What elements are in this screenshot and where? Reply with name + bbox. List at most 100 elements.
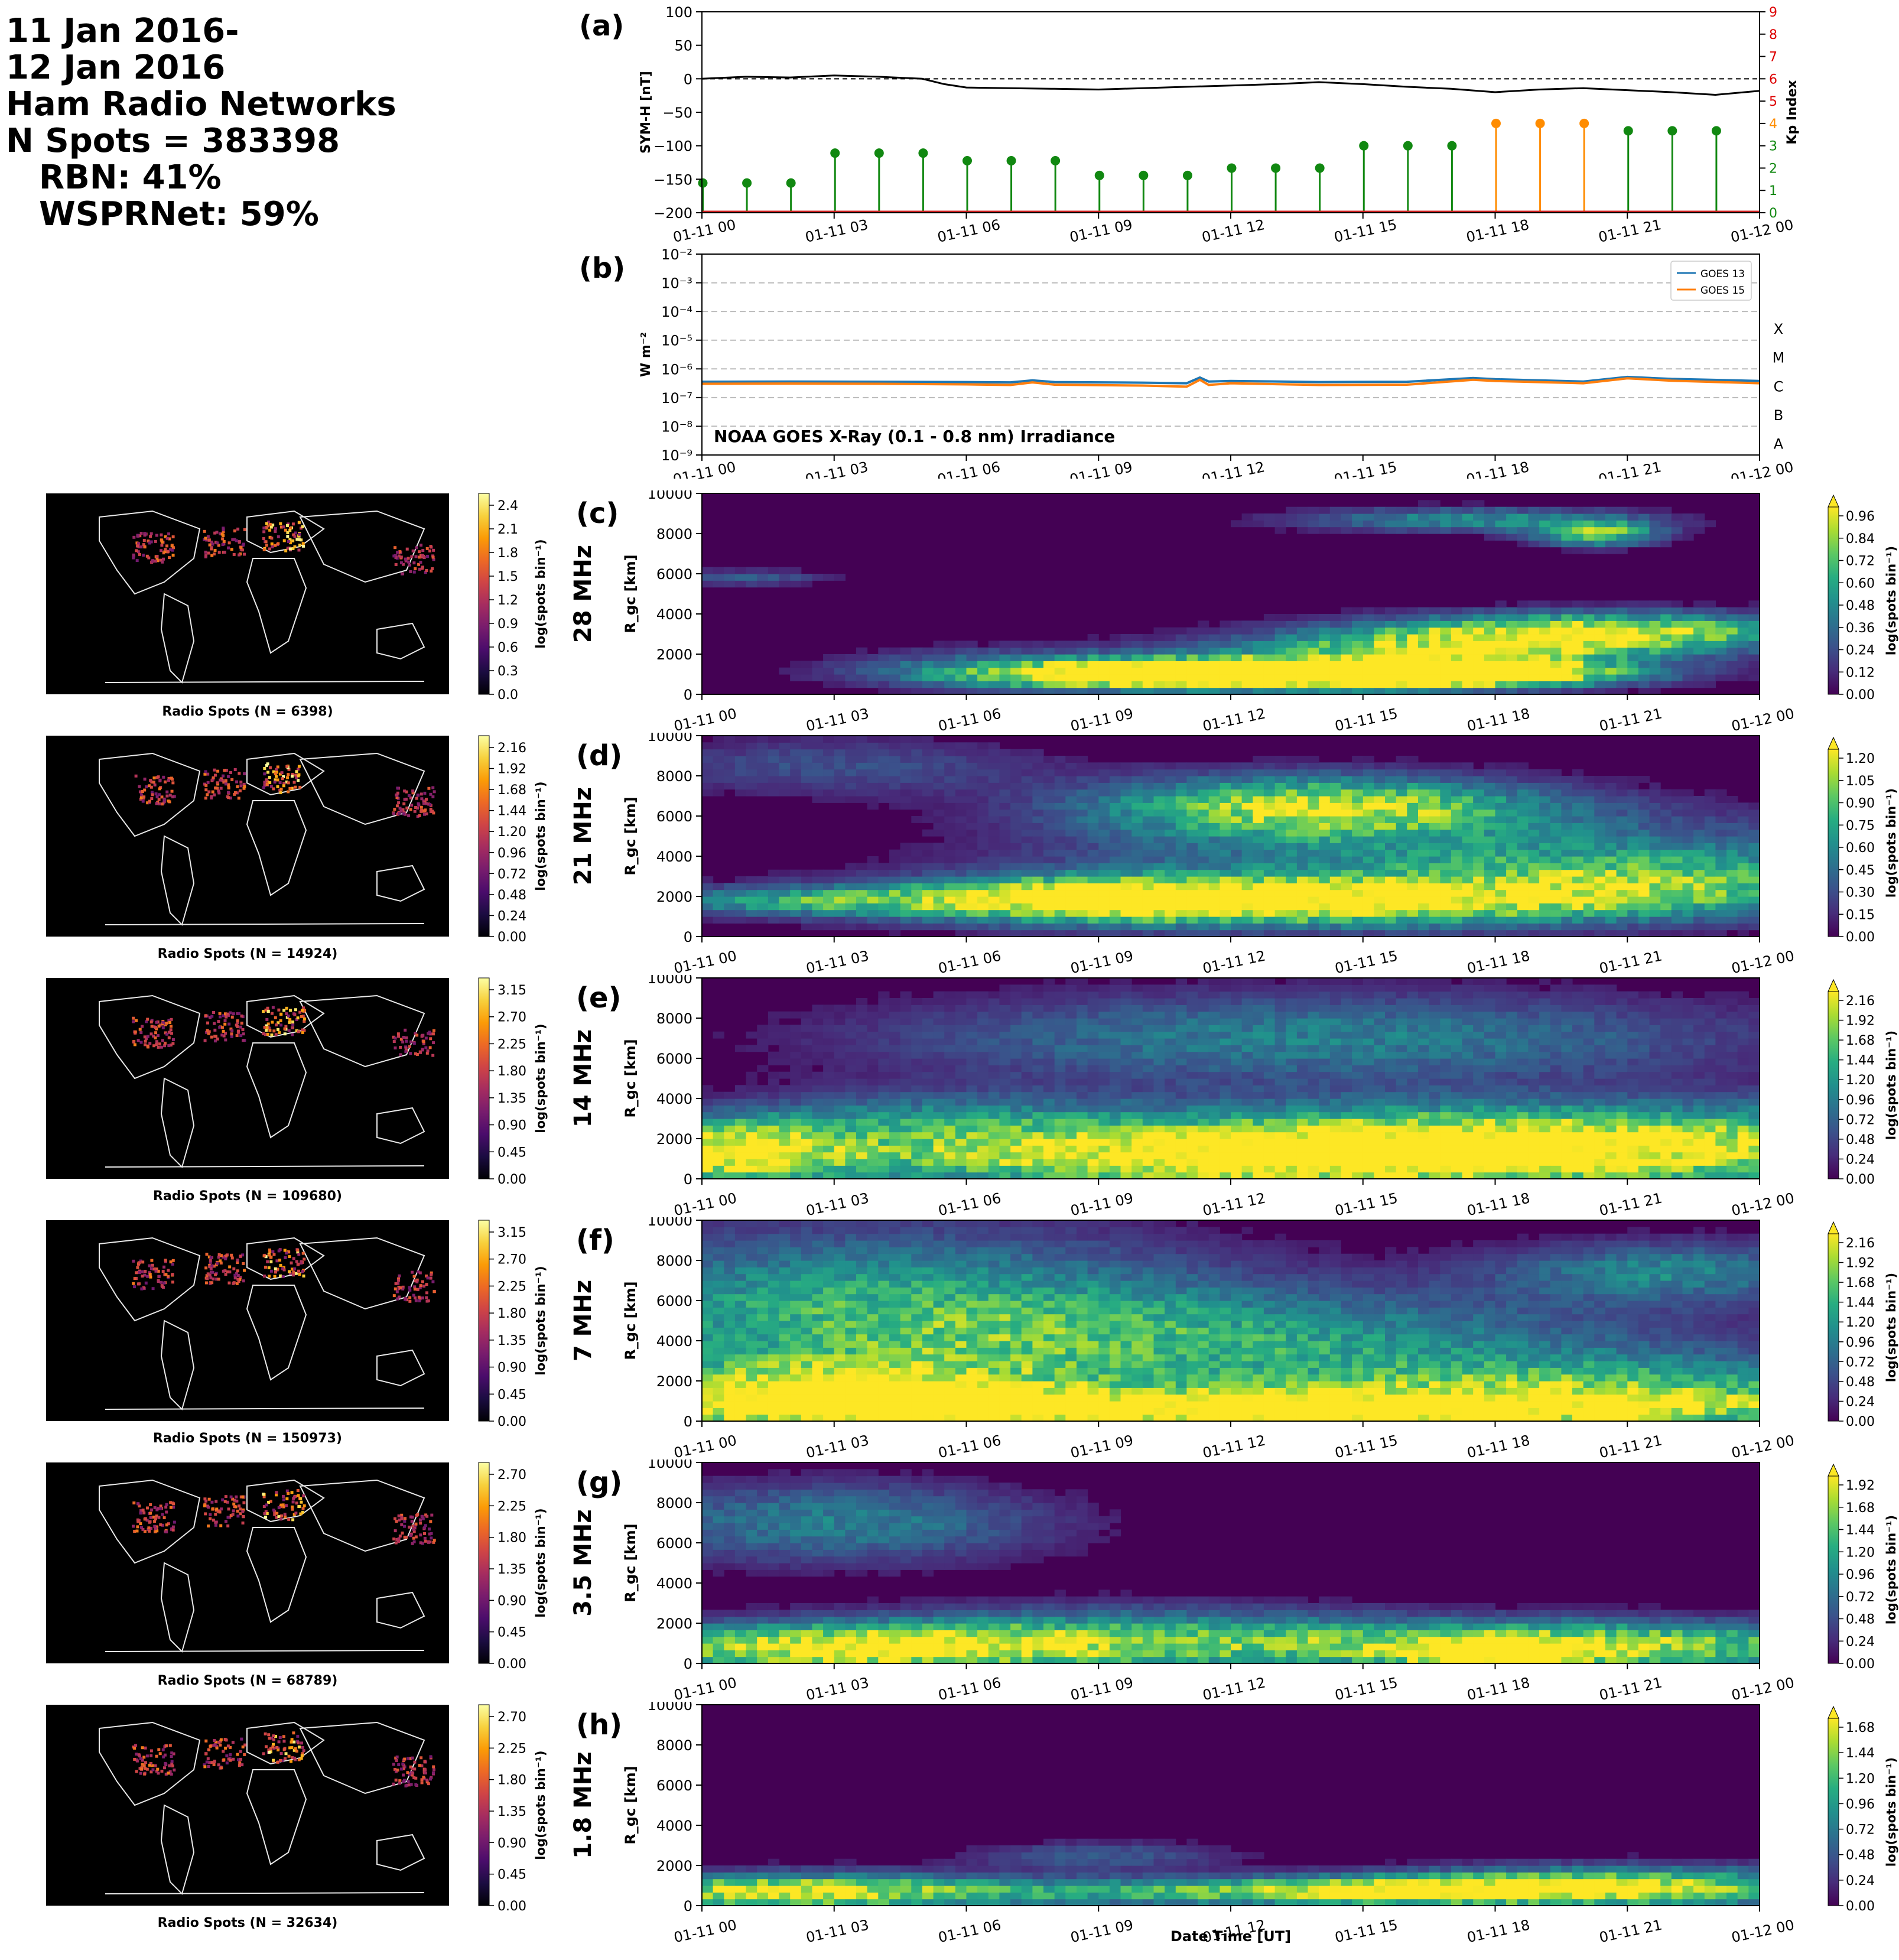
- heatmap-cell: [1054, 856, 1066, 863]
- heatmap-cell: [1737, 916, 1749, 924]
- heatmap-cell: [834, 1091, 846, 1099]
- map-spot: [156, 1034, 160, 1038]
- heatmap-cell: [1671, 600, 1683, 608]
- heatmap-cell: [1517, 687, 1529, 695]
- map-spot: [266, 1032, 269, 1036]
- heatmap-cell: [1253, 849, 1264, 857]
- heatmap-cell: [1153, 929, 1165, 937]
- heatmap-cell: [966, 929, 978, 937]
- heatmap-cell: [1165, 789, 1176, 797]
- heatmap-cell: [933, 856, 945, 863]
- map-spot: [236, 527, 240, 531]
- heatmap-cell: [1231, 903, 1243, 911]
- heatmap-cell: [1098, 661, 1110, 668]
- map-spot: [282, 1009, 286, 1012]
- heatmap-cell: [1054, 896, 1066, 903]
- heatmap-cell: [1165, 889, 1176, 897]
- map-spot: [294, 1008, 297, 1012]
- heatmap-cell: [1462, 526, 1474, 534]
- heatmap-cell: [944, 667, 956, 675]
- map-spot: [291, 539, 295, 542]
- heatmap-cell: [1308, 641, 1319, 648]
- heatmap-cell: [1462, 883, 1474, 890]
- heatmap-cell: [1043, 687, 1055, 695]
- heatmap-cell: [1010, 769, 1022, 776]
- heatmap-cell: [812, 742, 824, 750]
- map-spot: [405, 806, 409, 810]
- heatmap-cell: [1220, 762, 1231, 770]
- heatmap-cell: [1363, 776, 1374, 783]
- heatmap-cell: [1274, 769, 1286, 776]
- heatmap-cell: [1175, 809, 1187, 817]
- heatmap-cell: [1660, 889, 1672, 897]
- heatmap-cell: [1153, 923, 1165, 931]
- heatmap-cell: [1308, 756, 1319, 763]
- heatmap-cell: [988, 776, 1000, 783]
- heatmap-cell: [1506, 647, 1518, 655]
- heatmap-cell: [1352, 849, 1364, 857]
- map-spot: [279, 788, 283, 791]
- map-spot: [291, 1026, 294, 1029]
- heatmap-cell: [1561, 843, 1573, 850]
- heatmap-cell: [1583, 863, 1595, 870]
- heatmap-cell: [1429, 513, 1440, 521]
- heatmap-cell: [1010, 762, 1022, 770]
- heatmap-cell: [702, 889, 714, 897]
- heatmap-cell: [1120, 687, 1132, 695]
- heatmap-cell: [944, 769, 956, 776]
- heatmap-cell: [1098, 667, 1110, 675]
- map-spot: [239, 546, 243, 550]
- heatmap-cell: [1561, 789, 1573, 797]
- heatmap-cell: [834, 869, 846, 877]
- heatmap-cell: [1032, 641, 1044, 648]
- heatmap-cell: [1241, 796, 1253, 803]
- heatmap-cell: [1153, 829, 1165, 837]
- heatmap-cell: [1043, 661, 1055, 668]
- map-spot: [401, 808, 405, 811]
- heatmap-cell: [1131, 802, 1143, 810]
- heatmap-cell: [1374, 526, 1386, 534]
- heatmap-cell: [1131, 809, 1143, 817]
- heatmap-cell: [1693, 836, 1705, 843]
- heatmap-cell: [768, 782, 780, 790]
- heatmap-cell: [1308, 903, 1319, 911]
- heatmap-cell: [1208, 896, 1220, 903]
- heatmap-cell: [1418, 520, 1430, 528]
- heatmap-cell: [1374, 903, 1386, 911]
- heatmap-cell: [1517, 856, 1529, 863]
- heatmap-cell: [746, 1172, 757, 1179]
- heatmap-cell: [1693, 896, 1705, 903]
- heatmap-cell: [1539, 896, 1551, 903]
- heatmap-cell: [1528, 681, 1540, 688]
- heatmap-cell: [1495, 909, 1507, 917]
- heatmap-cell: [1286, 869, 1298, 877]
- heatmap-cell: [1550, 782, 1562, 790]
- heatmap-cell: [823, 1071, 835, 1079]
- heatmap-cell: [746, 736, 757, 743]
- heatmap-cell: [1296, 667, 1309, 675]
- heatmap-cell: [812, 1011, 824, 1019]
- heatmap-cell: [1638, 667, 1650, 675]
- heatmap-cell: [1021, 789, 1033, 797]
- heatmap-cell: [1175, 687, 1187, 695]
- heatmap-cell: [790, 883, 802, 890]
- heatmap-cell: [900, 802, 912, 810]
- heatmap-cell: [713, 580, 724, 588]
- heatmap-cell: [1429, 802, 1440, 810]
- heatmap-cell: [1627, 836, 1639, 843]
- heatmap-cell: [1165, 849, 1176, 857]
- heatmap-cell: [1440, 823, 1452, 830]
- heatmap-cell: [834, 1111, 846, 1119]
- heatmap-cell: [1748, 809, 1760, 817]
- heatmap-cell: [1407, 909, 1419, 917]
- heatmap-cell: [845, 916, 857, 924]
- heatmap-cell: [1329, 654, 1341, 661]
- heatmap-cell: [1352, 782, 1364, 790]
- heatmap-cell: [1241, 661, 1253, 668]
- heatmap-cell: [1054, 829, 1066, 837]
- heatmap-cell: [1605, 909, 1617, 917]
- heatmap-cell: [1363, 816, 1374, 823]
- heatmap-cell: [1263, 836, 1276, 843]
- heatmap-cell: [988, 782, 1000, 790]
- heatmap-cell: [1583, 856, 1595, 863]
